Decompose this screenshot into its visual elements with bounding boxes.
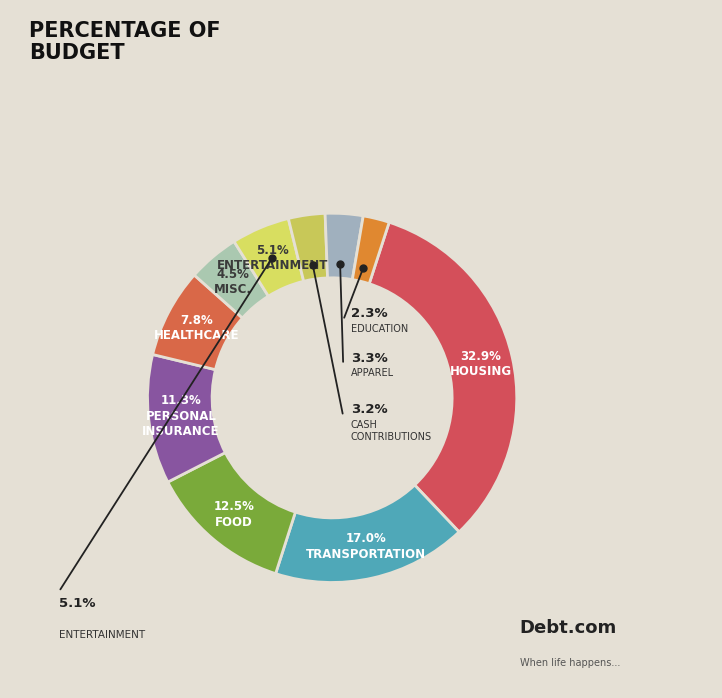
Text: 32.9%
HOUSING: 32.9% HOUSING bbox=[450, 350, 512, 378]
Text: 2.3%: 2.3% bbox=[351, 307, 387, 320]
Text: 5.1%
ENTERTAINMENT: 5.1% ENTERTAINMENT bbox=[217, 244, 328, 272]
Text: 3.2%: 3.2% bbox=[351, 403, 387, 416]
Text: 4.5%
MISC.: 4.5% MISC. bbox=[214, 268, 252, 296]
Text: 11.3%
PERSONAL
INSURANCE: 11.3% PERSONAL INSURANCE bbox=[142, 394, 219, 438]
Wedge shape bbox=[325, 213, 363, 280]
Text: 3.3%: 3.3% bbox=[351, 352, 387, 364]
Wedge shape bbox=[152, 275, 243, 370]
Wedge shape bbox=[147, 355, 225, 482]
Wedge shape bbox=[168, 452, 295, 574]
Wedge shape bbox=[276, 485, 459, 583]
Text: EDUCATION: EDUCATION bbox=[351, 324, 408, 334]
Text: 17.0%
TRANSPORTATION: 17.0% TRANSPORTATION bbox=[306, 532, 427, 560]
Wedge shape bbox=[288, 214, 328, 281]
Text: CASH
CONTRIBUTIONS: CASH CONTRIBUTIONS bbox=[351, 420, 432, 442]
Wedge shape bbox=[369, 222, 517, 532]
Text: 7.8%
HEALTHCARE: 7.8% HEALTHCARE bbox=[154, 313, 240, 342]
Text: ENTERTAINMENT: ENTERTAINMENT bbox=[59, 630, 145, 641]
Wedge shape bbox=[234, 218, 304, 296]
Text: Debt.com: Debt.com bbox=[520, 619, 617, 637]
Text: APPAREL: APPAREL bbox=[351, 369, 393, 378]
Text: 5.1%: 5.1% bbox=[59, 597, 95, 610]
Text: PERCENTAGE OF
BUDGET: PERCENTAGE OF BUDGET bbox=[29, 21, 220, 64]
Wedge shape bbox=[194, 242, 269, 318]
Text: 12.5%
FOOD: 12.5% FOOD bbox=[214, 500, 254, 528]
Wedge shape bbox=[352, 216, 389, 283]
Text: When life happens...: When life happens... bbox=[520, 658, 620, 668]
